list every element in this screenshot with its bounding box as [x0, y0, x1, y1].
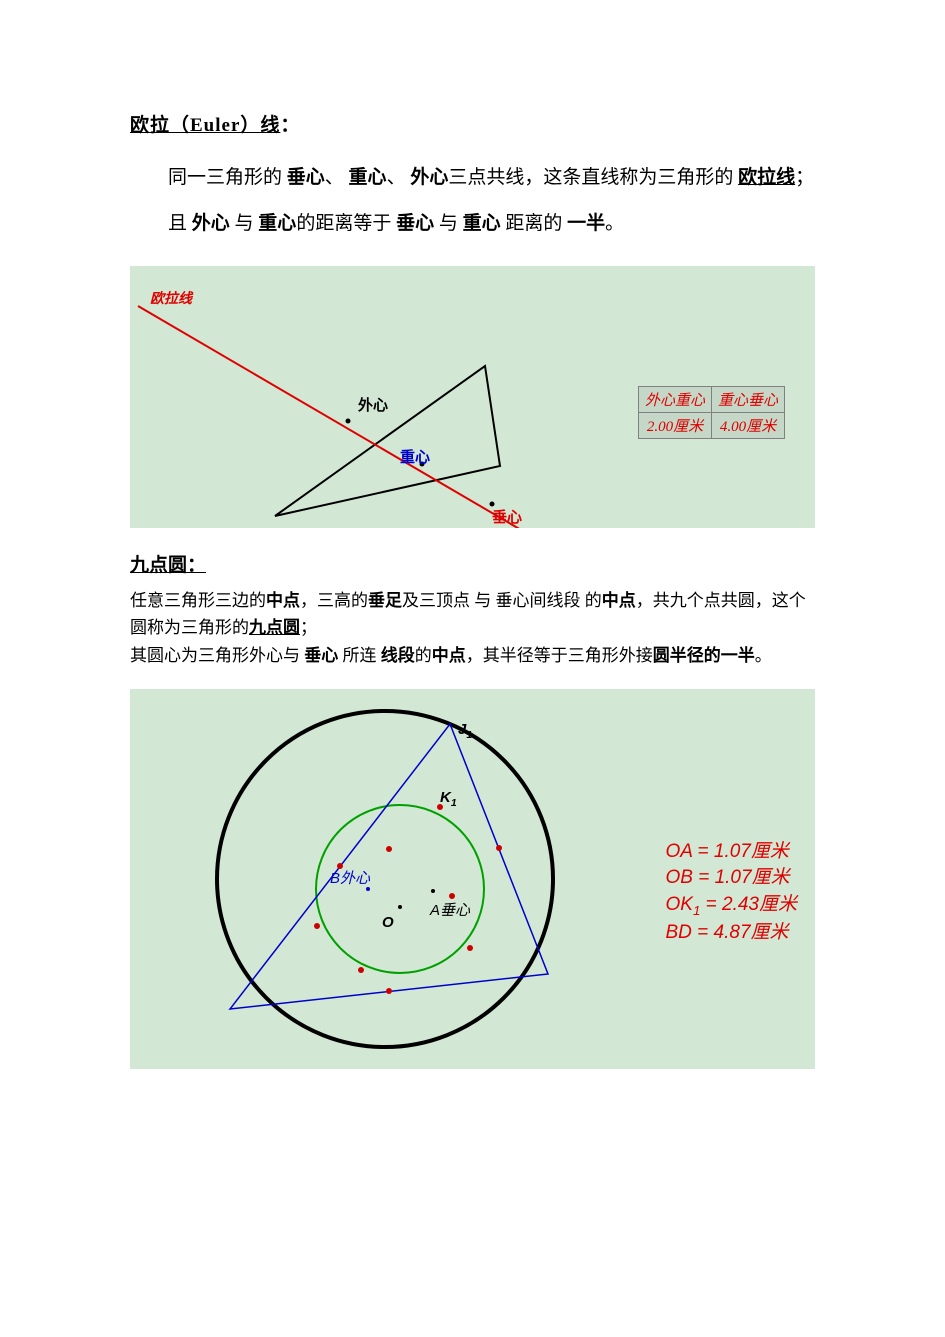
text: = 2.43 [700, 894, 759, 915]
o-label: O [382, 914, 394, 931]
text: 的 [415, 646, 432, 665]
text-bold: 重心 [463, 213, 501, 234]
text: ，三高的 [300, 591, 368, 610]
text: 、 [387, 167, 411, 188]
text: ； [795, 167, 814, 188]
measurement-row: BD = 4.87厘米 [665, 920, 797, 947]
a-chuixin-label: A垂心 [430, 899, 470, 920]
text-bold: 外心 [192, 213, 230, 234]
nine-point-circle-title: 九点圆： [130, 550, 815, 577]
section1-title: 欧拉（Euler）线： [130, 110, 815, 137]
measurement-row: OB = 1.07厘米 [665, 865, 797, 892]
text: 三点共线，这条直线称为三角形的 [448, 167, 738, 188]
text: BD = 4.87 [665, 922, 750, 943]
table-row: 2.00厘米 4.00厘米 [638, 413, 784, 439]
measurement-list: OA = 1.07厘米 OB = 1.07厘米 OK1 = 2.43厘米 BD … [665, 839, 797, 947]
text-bold-underline: 欧拉线 [738, 167, 795, 188]
text: 及三顶点 与 垂心间线段 的 [402, 591, 602, 610]
j1-label: J1 [458, 721, 472, 741]
text-bold: 中点 [432, 646, 466, 665]
text-bold: 线段 [381, 646, 415, 665]
nine-point-circle-figure: J1 K1 B外心 O A垂心 OA = 1.07厘米 OB = 1.07厘米 … [130, 689, 815, 1069]
triangle-shape [275, 366, 500, 516]
text: 。 [755, 646, 772, 665]
text: OA = 1.07 [665, 841, 750, 862]
text: ，其半径等于三角形外接 [466, 646, 653, 665]
table-cell: 外心重心 [638, 387, 711, 413]
text: 同一三角形的 [168, 167, 287, 188]
text-bold: 圆半径的一半 [653, 646, 755, 665]
text: 任意三角形三边的 [130, 591, 266, 610]
chuixin-point [431, 889, 435, 893]
text-sub: 1 [466, 729, 472, 741]
section2-para: 任意三角形三边的中点，三高的垂足及三顶点 与 垂心间线段 的中点，共九个点共圆，… [130, 587, 815, 669]
text: 与 [434, 213, 463, 234]
euler-line-shape [138, 306, 540, 528]
euler-line-title: 欧拉（Euler）线 [130, 115, 280, 136]
zhongxin-label: 重心 [400, 446, 430, 467]
text: 厘米 [752, 867, 790, 888]
section1-para2: 且 外心 与 重心的距离等于 垂心 与 重心 距离的 一半。 [130, 201, 815, 247]
text: 厘米 [751, 841, 789, 862]
text-bold: 外心 [410, 167, 448, 188]
text: 的距离等于 [296, 213, 396, 234]
circumcircle [217, 711, 553, 1047]
text: 厘米 [759, 894, 797, 915]
text-bold: 一半 [567, 213, 605, 234]
measurement-row: OK1 = 2.43厘米 [665, 892, 797, 920]
text: 距离的 [501, 213, 568, 234]
text: 、 [325, 167, 349, 188]
table-row: 外心重心 重心垂心 [638, 387, 784, 413]
waixin-label: 外心 [358, 394, 388, 415]
text: 且 [168, 213, 192, 234]
triangle-shape [230, 724, 548, 1009]
nine-point-circle [316, 805, 484, 973]
b-waixin-label: B外心 [330, 867, 370, 888]
text: K [440, 789, 451, 806]
table-cell: 4.00厘米 [711, 413, 784, 439]
text: OB = 1.07 [665, 867, 751, 888]
text-bold: 垂心 [304, 646, 338, 665]
chuixin-label: 垂心 [492, 506, 522, 527]
k1-label: K1 [440, 789, 457, 809]
text-sub: 1 [451, 797, 457, 809]
measurement-table: 外心重心 重心垂心 2.00厘米 4.00厘米 [638, 386, 785, 439]
text: 其圆心为三角形外心与 [130, 646, 304, 665]
waixin-point [346, 419, 351, 424]
nine-points-group [314, 804, 502, 994]
title-colon: ： [280, 115, 299, 136]
text-bold: 中点 [266, 591, 300, 610]
text: 厘米 [751, 922, 789, 943]
text-bold-underline: 九点圆 [249, 618, 300, 637]
text-bold: 垂足 [368, 591, 402, 610]
text-bold: 重心 [258, 213, 296, 234]
o-point [398, 905, 402, 909]
text: ； [300, 618, 317, 637]
measurement-row: OA = 1.07厘米 [665, 839, 797, 866]
text: 。 [605, 213, 624, 234]
text: OK [665, 894, 692, 915]
table-cell: 重心垂心 [711, 387, 784, 413]
euler-line-label: 欧拉线 [150, 288, 192, 308]
text: 所连 [338, 646, 381, 665]
text-bold: 中点 [602, 591, 636, 610]
section1-para1: 同一三角形的 垂心、 重心、 外心三点共线，这条直线称为三角形的 欧拉线； [130, 155, 815, 201]
text-bold: 重心 [349, 167, 387, 188]
euler-line-figure: 欧拉线 外心 重心 垂心 外心重心 重心垂心 2.00厘米 4.00厘米 [130, 266, 815, 528]
text-bold: 垂心 [396, 213, 434, 234]
text: 与 [230, 213, 259, 234]
text-bold: 垂心 [287, 167, 325, 188]
table-cell: 2.00厘米 [638, 413, 711, 439]
